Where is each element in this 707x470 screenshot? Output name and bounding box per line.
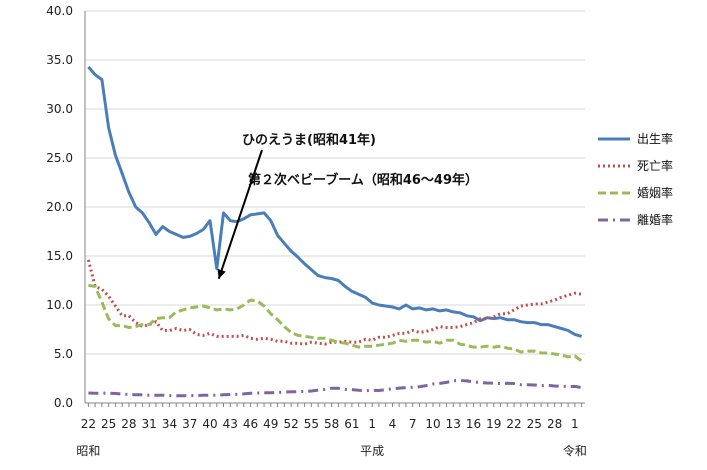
x-tick-label: 1 — [368, 417, 376, 431]
y-tick-labels: 0.0 5.0 10.0 15.0 20.0 25.0 30.0 35.0 40.0 — [46, 4, 73, 410]
x-tick-label: 31 — [142, 417, 157, 431]
x-tick-label: 4 — [389, 417, 397, 431]
x-tick-label: 13 — [446, 417, 461, 431]
annotations: ひのえうま(昭和41年) 第２次ベビーブーム（昭和46〜49年） — [217, 132, 478, 280]
legend-label: 死亡率 — [637, 158, 673, 173]
y-tick-label: 0.0 — [54, 396, 73, 410]
series-lines — [86, 65, 583, 398]
y-tick-label: 25.0 — [46, 151, 73, 165]
series-line-3 — [88, 283, 583, 363]
x-tick-labels: 22 25 28 31 34 37 40 43 46 49 52 55 58 61 1 4 7 10 13 16 19 2… — [81, 417, 579, 431]
x-tick-label: 28 — [121, 417, 136, 431]
series-line-1 — [87, 65, 583, 338]
era-label: 平成 — [360, 444, 384, 458]
annotation-arrow — [217, 149, 263, 280]
x-tick-label: 22 — [506, 417, 521, 431]
y-tick-label: 5.0 — [54, 347, 73, 361]
y-tick-label: 10.0 — [46, 298, 73, 312]
x-tick-label: 37 — [182, 417, 197, 431]
y-tick-label: 30.0 — [46, 102, 73, 116]
x-tick-label: 16 — [466, 417, 481, 431]
x-tick-label: 10 — [425, 417, 440, 431]
x-tick-label: 22 — [81, 417, 96, 431]
x-tick-label: 1 — [571, 417, 579, 431]
annotation-arrowhead — [217, 268, 226, 279]
legend-label: 出生率 — [637, 131, 673, 146]
era-labels: 昭和 平成 令和 — [76, 443, 587, 458]
x-tick-label: 25 — [101, 417, 116, 431]
x-tick-label: 43 — [223, 417, 238, 431]
x-tick-label: 58 — [324, 417, 339, 431]
annotation-hinoeuma: ひのえうま(昭和41年) — [242, 132, 376, 148]
era-label: 昭和 — [76, 444, 100, 458]
series-line-4 — [88, 379, 582, 398]
x-tick-label: 7 — [409, 417, 417, 431]
y-tick-label: 40.0 — [46, 4, 73, 18]
series-line-2 — [86, 259, 582, 346]
x-tick-label: 46 — [243, 417, 258, 431]
y-tick-label: 20.0 — [46, 200, 73, 214]
x-tick-label: 25 — [527, 417, 542, 431]
y-gridlines — [85, 10, 585, 355]
x-tick-label: 28 — [547, 417, 562, 431]
legend-label: 離婚率 — [637, 212, 673, 227]
x-tick-label: 49 — [263, 417, 278, 431]
x-tick-label: 40 — [202, 417, 217, 431]
axes — [84, 11, 585, 407]
x-tick-label: 34 — [162, 417, 177, 431]
annotation-baby-boom: 第２次ベビーブーム（昭和46〜49年） — [248, 172, 478, 188]
y-tick-label: 15.0 — [46, 249, 73, 263]
x-tick-label: 19 — [486, 417, 501, 431]
era-label: 令和 — [563, 443, 587, 458]
y-tick-label: 35.0 — [46, 53, 73, 67]
x-tick-label: 55 — [304, 417, 319, 431]
x-tick-label: 52 — [283, 417, 298, 431]
x-tick-label: 61 — [344, 417, 359, 431]
legend-label: 婚姻率 — [637, 185, 673, 200]
